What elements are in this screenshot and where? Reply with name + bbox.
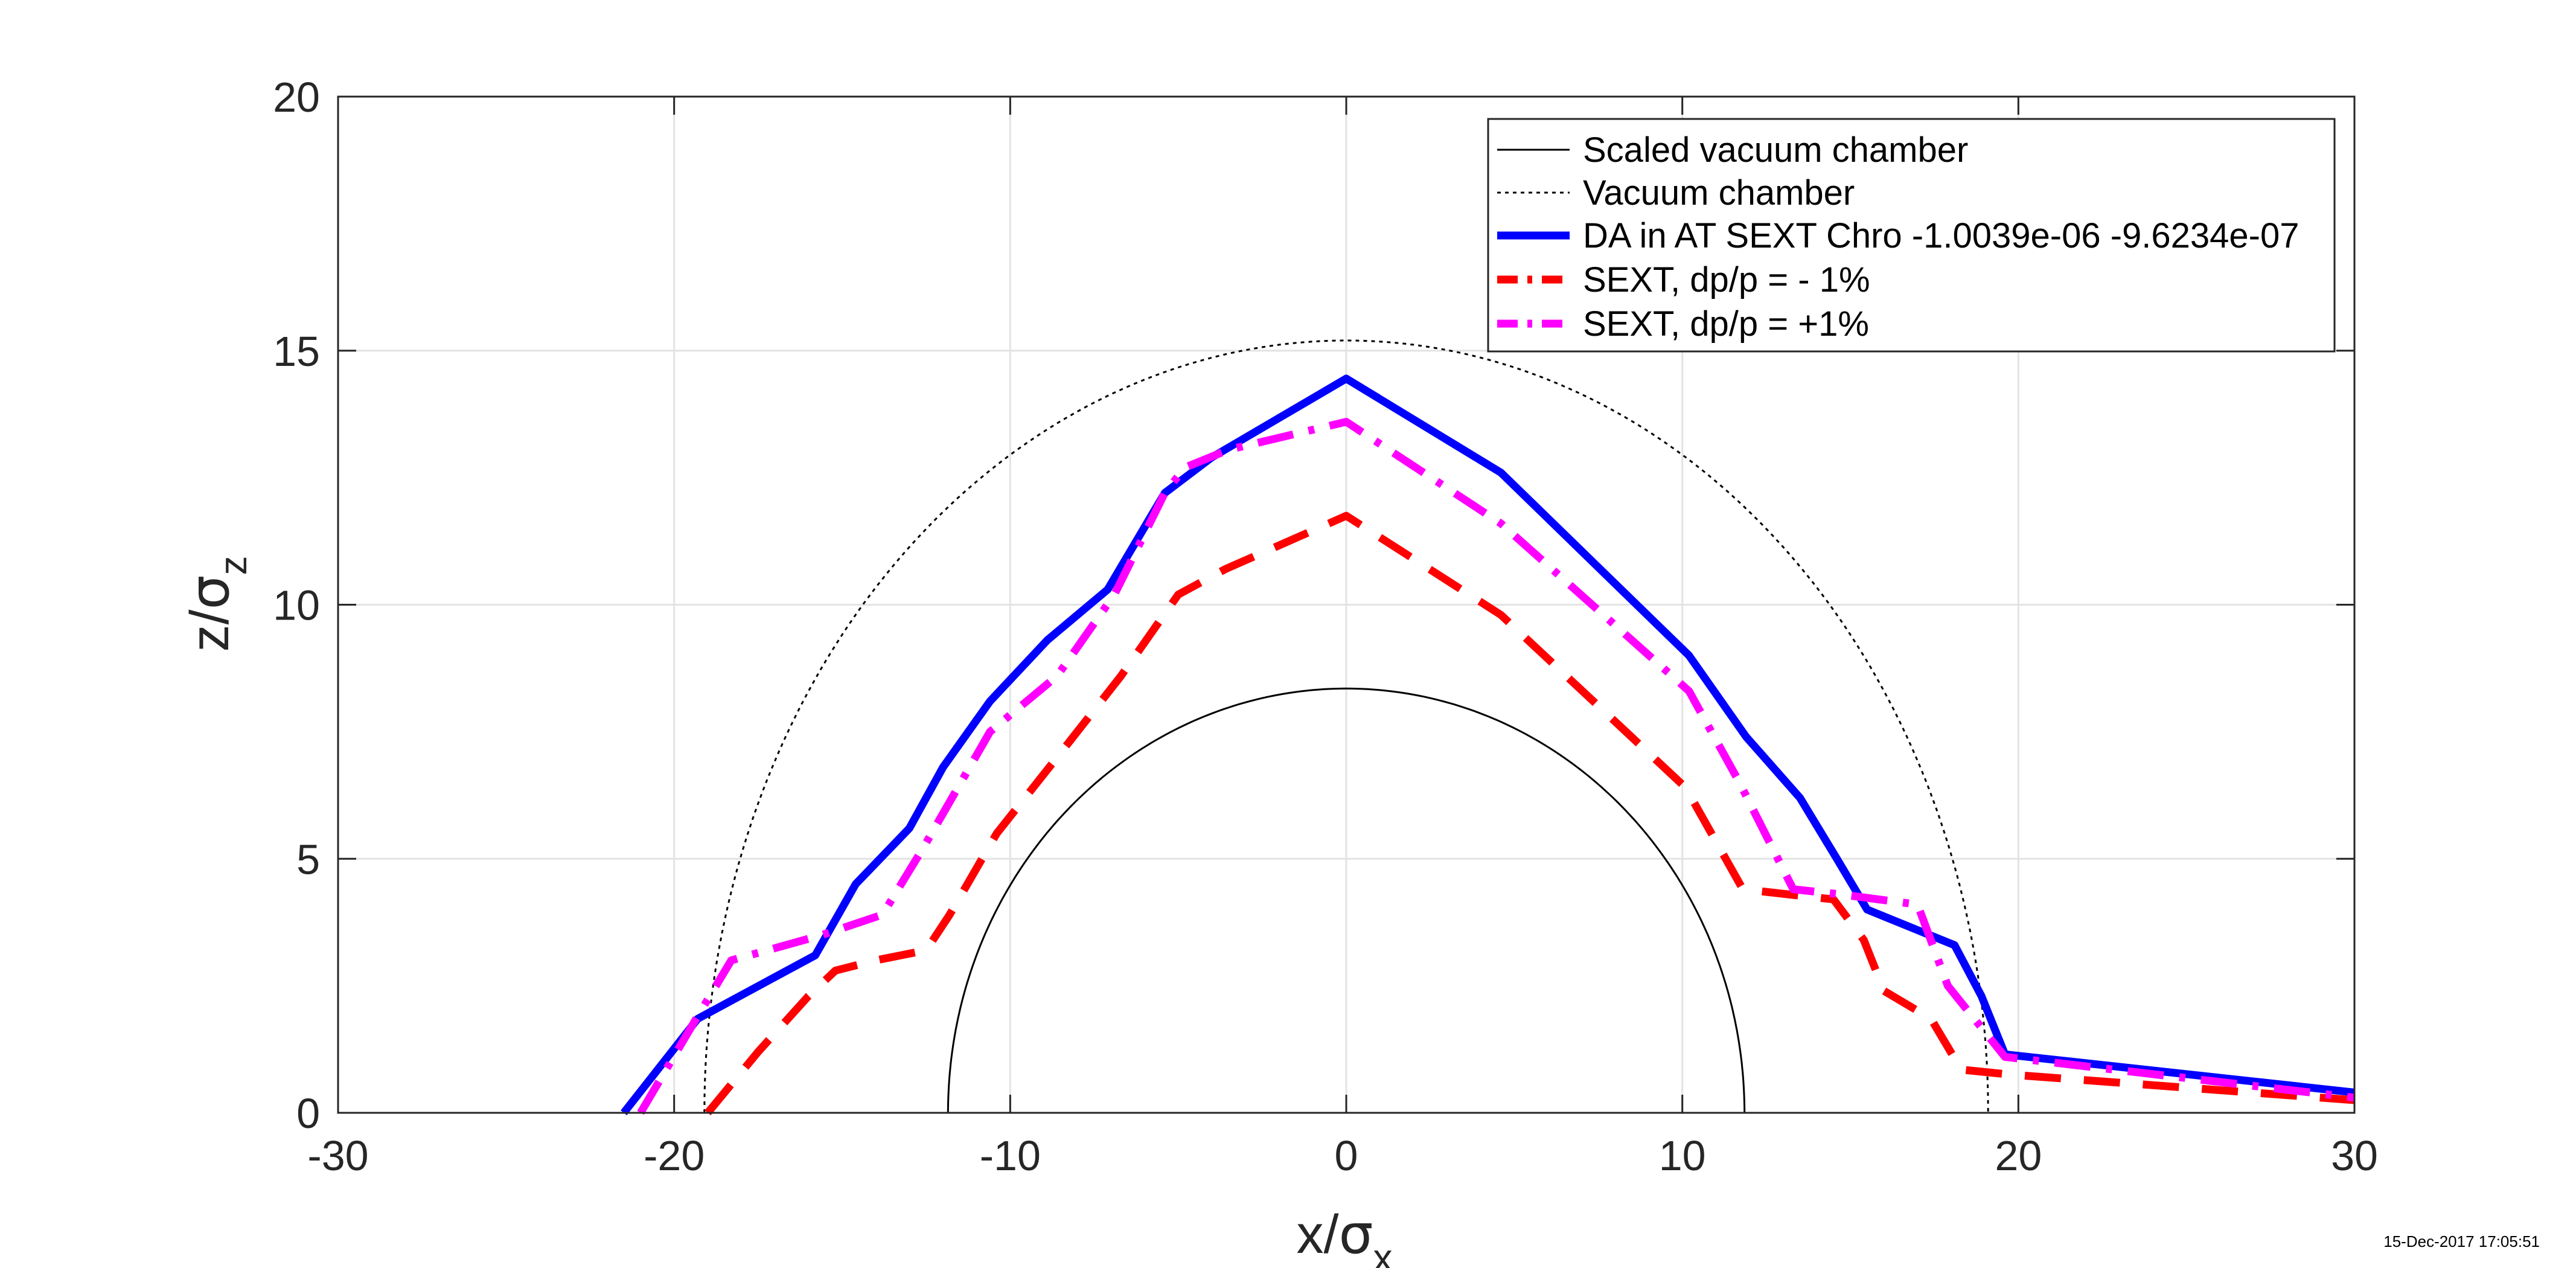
series-line-0 bbox=[947, 687, 1746, 1113]
y-tick-label-4: 20 bbox=[273, 74, 320, 121]
x-tick-label-4: 10 bbox=[1659, 1132, 1706, 1179]
y-axis-label-symbol: σ bbox=[178, 575, 241, 609]
series-line-3 bbox=[705, 511, 2355, 1116]
ticks-layer: -30 -20 -10 0 10 20 30 0 5 10 15 20 bbox=[273, 74, 2378, 1179]
x-tick-label-6: 30 bbox=[2331, 1132, 2378, 1179]
y-tick-label-3: 15 bbox=[273, 328, 320, 375]
legend-label-scaled-vacuum-chamber: Scaled vacuum chamber bbox=[1583, 130, 1968, 170]
legend-label-da-sext-chro: DA in AT SEXT Chro -1.0039e-06 -9.6234e-… bbox=[1583, 216, 2300, 255]
x-tick-label-0: -30 bbox=[307, 1132, 368, 1179]
y-tick-label-1: 5 bbox=[296, 836, 320, 883]
x-axis-label-text: x/ bbox=[1296, 1205, 1338, 1265]
x-axis-label: x/σx bbox=[1296, 1203, 1392, 1268]
y-tick-label-0: 0 bbox=[296, 1090, 320, 1137]
legend-box bbox=[1487, 118, 2336, 353]
x-tick-label-1: -20 bbox=[644, 1132, 705, 1179]
x-tick-label-3: 0 bbox=[1335, 1132, 1358, 1179]
x-tick-label-5: 20 bbox=[1995, 1132, 2042, 1179]
legend-label-vacuum-chamber: Vacuum chamber bbox=[1583, 173, 1855, 213]
legend: Scaled vacuum chamber Vacuum chamber DA … bbox=[1487, 118, 2336, 353]
y-axis-label: z/σz bbox=[178, 556, 255, 652]
timestamp: 15-Dec-2017 17:05:51 bbox=[2383, 1232, 2540, 1250]
y-axis-label-text: z/ bbox=[180, 610, 240, 652]
y-axis-label-subscript: z bbox=[211, 556, 255, 575]
legend-label-sext-plus-1: SEXT, dp/p = +1% bbox=[1583, 304, 1869, 344]
x-axis-label-subscript: x bbox=[1373, 1236, 1393, 1268]
series-line-4 bbox=[637, 418, 2355, 1115]
legend-label-sext-minus-1: SEXT, dp/p = - 1% bbox=[1583, 260, 1870, 299]
axes-layer bbox=[337, 95, 2356, 1114]
y-tick-label-2: 10 bbox=[273, 582, 320, 629]
series-line-2 bbox=[621, 374, 2355, 1116]
x-axis-label-symbol: σ bbox=[1338, 1203, 1373, 1266]
x-tick-label-2: -10 bbox=[980, 1132, 1041, 1179]
series-layer bbox=[621, 339, 2355, 1116]
